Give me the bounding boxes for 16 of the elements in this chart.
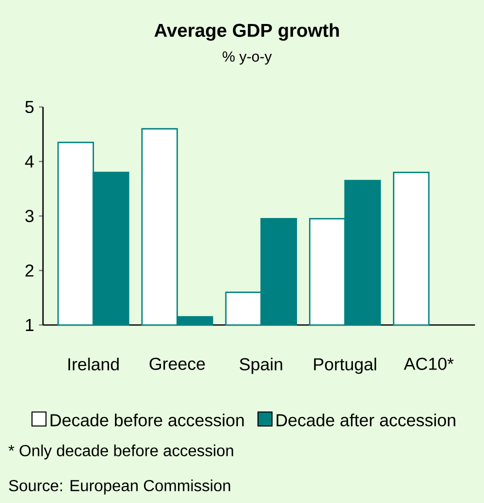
legend-label: Decade before accession xyxy=(50,414,244,426)
x-tick-label: Spain xyxy=(240,358,282,374)
x-tick-label: Portugal xyxy=(314,358,376,374)
text: * Only decade before accession xyxy=(8,444,234,460)
x-tick-label: AC10* xyxy=(404,358,454,370)
y-tick-label: 4 xyxy=(25,156,34,168)
chart-title: Average GDP growth xyxy=(154,23,339,41)
y-tick-label: 2 xyxy=(26,264,34,277)
chart-subtitle: % y-o-y xyxy=(222,51,272,65)
x-tick-label: Greece xyxy=(150,358,205,370)
source-note: Source: European Commission xyxy=(9,480,230,494)
y-tick-label: 5 xyxy=(25,100,34,114)
y-tick-label: 3 xyxy=(25,210,34,222)
legend-label: Decade after accession xyxy=(276,414,456,426)
y-tick-label: 1 xyxy=(26,319,34,331)
x-tick-label: Ireland xyxy=(68,358,119,370)
